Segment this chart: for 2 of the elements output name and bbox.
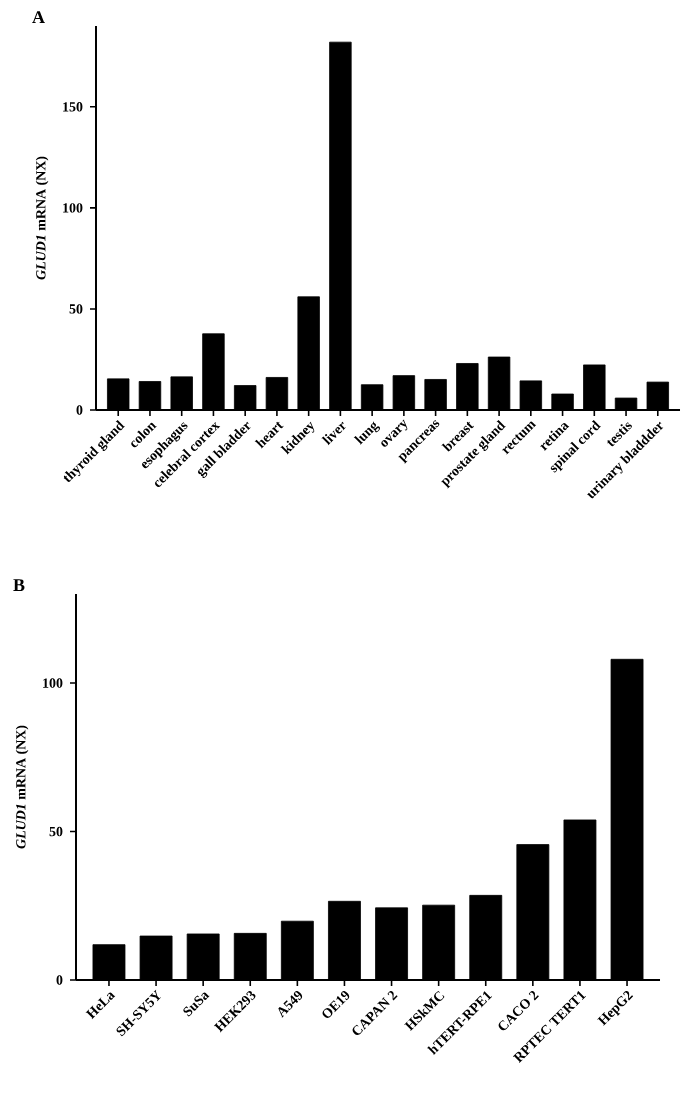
chart-title: A bbox=[32, 11, 45, 23]
chart-title: B bbox=[13, 579, 25, 591]
